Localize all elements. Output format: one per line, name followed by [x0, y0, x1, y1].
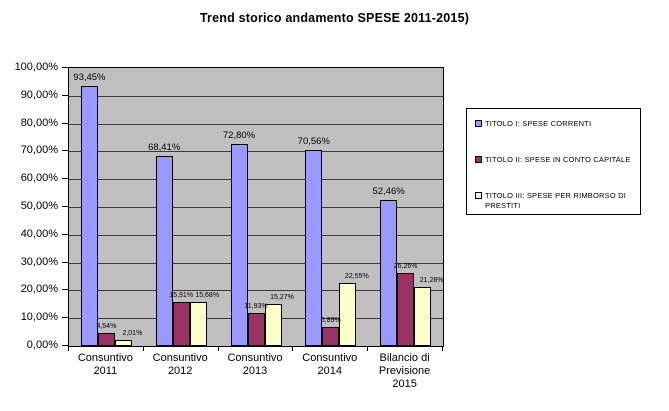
- bar-series3-group4: [339, 283, 357, 346]
- legend-item: TITOLO III: SPESE PER RIMBORSO DI PRESTI…: [475, 191, 635, 210]
- y-axis-tick: [62, 94, 68, 96]
- legend-item: TITOLO II: SPESE IN CONTO CAPITALE: [475, 155, 635, 165]
- gridline: [69, 179, 443, 181]
- gridline: [69, 123, 443, 125]
- y-axis-label: 30,00%: [20, 255, 58, 268]
- gridline: [69, 290, 443, 292]
- y-axis-label: 80,00%: [20, 116, 58, 129]
- gridline: [69, 207, 443, 208]
- data-label: 15,68%: [195, 292, 220, 300]
- bar-series2-group3: [247, 312, 265, 346]
- data-label: 68,41%: [148, 141, 181, 153]
- legend: TITOLO I: SPESE CORRENTI TITOLO II: SPESE…: [466, 108, 641, 215]
- x-axis-label: Consuntivo 2013: [227, 352, 283, 377]
- bar-series2-group1: [97, 333, 115, 346]
- y-axis-tick: [62, 261, 68, 263]
- legend-marker-icon: [475, 192, 482, 199]
- x-axis-label: Consuntivo 2012: [152, 352, 208, 377]
- x-axis-tick: [68, 346, 69, 351]
- legend-marker-icon: [475, 156, 482, 163]
- data-label: 26,26%: [393, 262, 418, 270]
- y-axis-tick: [62, 345, 68, 346]
- x-axis-tick: [442, 346, 443, 351]
- data-label: 72,80%: [222, 129, 256, 141]
- legend-item: TITOLO I: SPESE CORRENTI: [475, 119, 635, 129]
- bar-series2-group2: [172, 301, 190, 346]
- legend-label: TITOLO II: SPESE IN CONTO CAPITALE: [485, 155, 631, 164]
- y-axis-label: 20,00%: [20, 283, 58, 296]
- bar-series1-group1: [80, 86, 98, 346]
- y-axis-label: 70,00%: [20, 144, 58, 157]
- y-axis-tick: [62, 67, 68, 68]
- y-axis-label: 90,00%: [20, 88, 58, 101]
- gridline: [69, 234, 443, 236]
- y-axis-label: 40,00%: [20, 227, 58, 240]
- gridline: [69, 151, 443, 153]
- gridline: [69, 262, 443, 264]
- data-label: 21,28%: [419, 276, 444, 284]
- chart-title: Trend storico andamento SPESE 2011-2015): [199, 11, 470, 25]
- y-axis-tick: [62, 317, 68, 319]
- x-axis-label: Bilancio di Previsione 2015: [378, 352, 431, 390]
- y-axis-tick: [62, 122, 68, 124]
- y-axis-tick: [62, 289, 68, 291]
- data-label: 6,89%: [320, 316, 341, 324]
- bar-series1-group2: [155, 155, 173, 346]
- bar-series3-group3: [264, 303, 282, 346]
- bar-series1-group5: [380, 200, 398, 346]
- legend-label: TITOLO III: SPESE PER RIMBORSO DI PRESTI…: [485, 191, 627, 210]
- data-label: 22,55%: [344, 273, 369, 281]
- bar-series2-group5: [397, 273, 415, 346]
- data-label: 15,27%: [270, 293, 294, 301]
- y-axis-label: 50,00%: [20, 200, 58, 212]
- data-label: 93,45%: [73, 72, 106, 84]
- x-axis-tick: [217, 346, 219, 351]
- y-axis-label: 0,00%: [26, 339, 58, 351]
- bar-series3-group2: [189, 302, 207, 346]
- y-axis-label: 10,00%: [20, 311, 58, 324]
- y-axis-label: 60,00%: [20, 172, 58, 185]
- bar-series3-group1: [114, 340, 132, 346]
- y-axis-tick: [62, 233, 68, 235]
- legend-marker-icon: [475, 120, 482, 127]
- plot-area: 93,45% 68,41% 72,80% 70,56% 52,46% 4,54% 15,91…: [68, 67, 444, 347]
- y-axis-tick: [62, 206, 68, 207]
- data-label: 15,91%: [169, 291, 194, 299]
- y-axis-tick: [62, 150, 68, 152]
- y-axis-tick: [62, 178, 68, 180]
- x-axis-tick: [367, 346, 369, 351]
- y-axis-label: 100,00%: [14, 61, 58, 73]
- gridline: [69, 95, 443, 97]
- x-axis-label: Consuntivo 2011: [77, 352, 133, 377]
- bar-series1-group3: [230, 143, 248, 346]
- legend-label: TITOLO I: SPESE CORRENTI: [485, 119, 592, 128]
- bar-series2-group4: [322, 326, 340, 346]
- x-axis-tick: [292, 346, 294, 351]
- x-axis-label: Consuntivo 2014: [302, 352, 358, 377]
- bar-series3-group5: [414, 286, 432, 346]
- data-label: 52,46%: [372, 186, 405, 198]
- data-label: 70,56%: [297, 135, 330, 147]
- data-label: 2,01%: [122, 330, 143, 338]
- data-label: 4,54%: [96, 323, 117, 331]
- x-axis-tick: [142, 346, 144, 351]
- data-label: 11,93%: [244, 302, 268, 310]
- bar-series1-group4: [305, 149, 323, 346]
